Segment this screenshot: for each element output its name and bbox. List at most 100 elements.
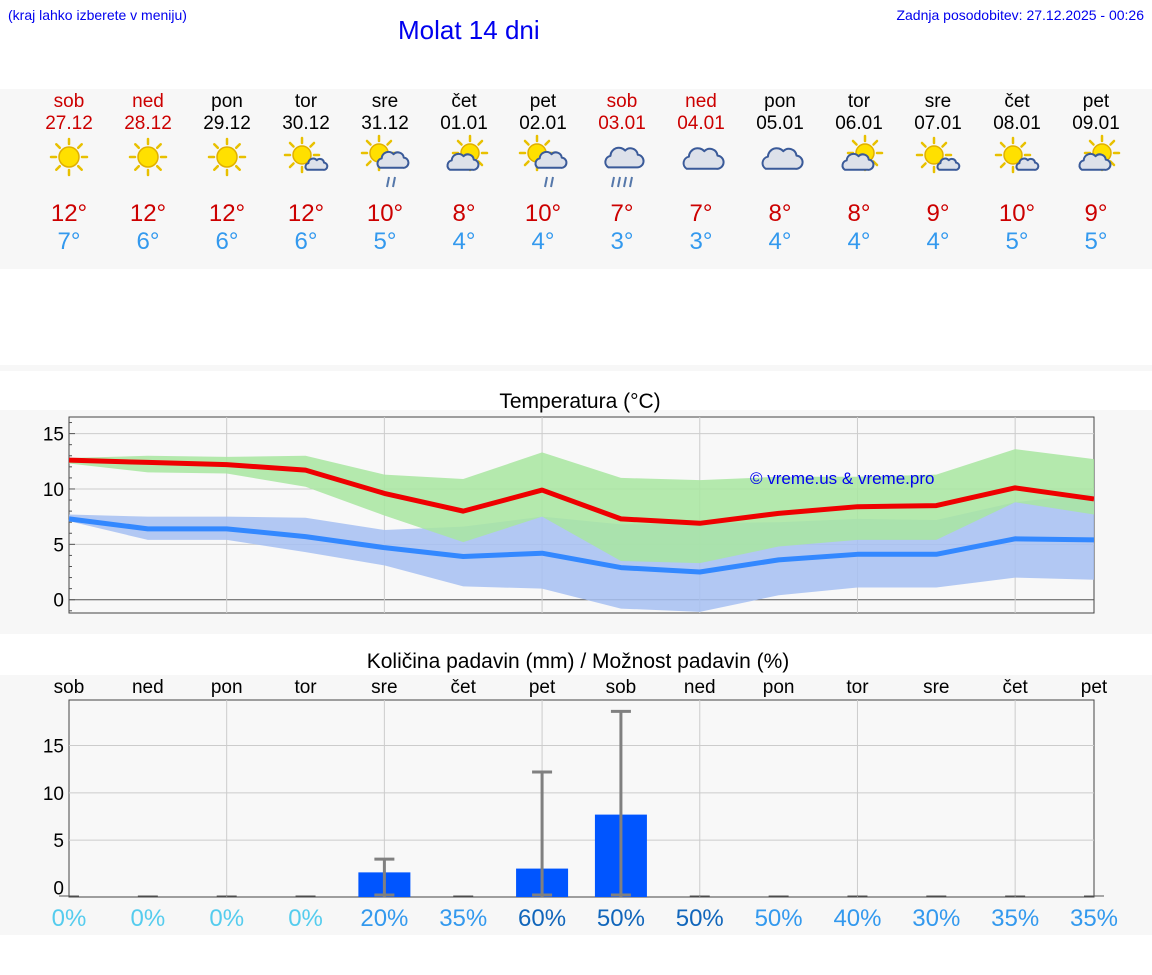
sun-ray [1109,139,1116,146]
temp-max: 10° [999,200,1035,227]
precip-probability: 20% [360,905,408,932]
sun-ray [872,139,879,146]
sun-ray [523,139,530,146]
day-name: sob [607,91,638,112]
cloud-icon [682,147,725,170]
cloud-shape [1078,152,1112,171]
temp-min: 3° [690,228,713,255]
day-name: ned [685,91,717,112]
precip-ytick-label: 5 [53,831,64,852]
day-name: tor [295,91,318,112]
temp-min: 5° [1085,228,1108,255]
temp-min: 4° [453,228,476,255]
sun-disc [292,145,312,165]
sun-disc [1003,145,1023,165]
sun-small-cloud-icon [994,136,1040,174]
temp-max: 10° [525,200,561,227]
precip-day-label: tor [846,677,869,698]
precip-day-label: ned [132,677,164,698]
cloud-shape [376,150,410,169]
temp-max: 8° [848,200,871,227]
day-name: sre [372,91,398,112]
precip-day-label: tor [294,677,317,698]
day-date: 06.01 [835,113,883,134]
sun-ray [456,139,463,146]
precip-day-label: sre [923,677,949,698]
precip-probability: 50% [755,905,803,932]
rain-drop [386,176,390,188]
page-title: Molat 14 dni [398,15,540,45]
sun-icon [207,137,247,177]
location-hint[interactable]: (kraj lahko izberete v meniju) [8,7,187,23]
temp-max: 9° [927,200,950,227]
temp-max: 12° [51,200,87,227]
precip-day-label: sob [54,677,85,698]
precipitation-title: Količina padavin (mm) / Možnost padavin … [367,650,790,673]
sun-ray [213,164,220,171]
precip-day-label: pet [1081,677,1108,698]
sun-ray [76,143,83,150]
day-date: 04.01 [677,113,725,134]
sun-ray [155,143,162,150]
sun-disc [137,146,159,168]
precip-day-label: ned [684,677,716,698]
cloud-shape [446,152,480,171]
temp-min: 5° [1006,228,1029,255]
sun-ray [999,141,1006,148]
day-date: 01.01 [440,113,488,134]
precip-ytick-label: 15 [43,736,64,757]
temp-max: 12° [209,200,245,227]
precip-probability: 0% [52,905,87,932]
temp-ytick-label: 5 [53,535,64,556]
sun-disc [58,146,80,168]
max-temp-line [68,457,1095,526]
sun-ray [999,162,1006,169]
separator-band [0,365,1152,371]
precip-day-label: sob [606,677,637,698]
sun-ray [872,160,879,167]
sun-ray [1109,160,1116,167]
precip-ytick-label: 10 [43,784,64,805]
day-date: 02.01 [519,113,567,134]
sun-icon [128,137,168,177]
watermark: © vreme.us & vreme.pro [750,469,934,488]
sun-ray [477,139,484,146]
day-date: 09.01 [1072,113,1120,134]
sun-behind-cloud-icon [1078,134,1121,172]
temp-min: 6° [295,228,318,255]
sun-cloud-rain-icon [360,134,410,188]
temp-max: 12° [288,200,324,227]
sun-disc [216,146,238,168]
cloud-shape [604,146,645,169]
cloud-shape [841,152,875,171]
rain-drop [629,176,633,188]
sun-ray [365,139,372,146]
sun-ray [134,143,141,150]
rain-drop [392,176,396,188]
temp-max: 8° [769,200,792,227]
sun-ray [477,160,484,167]
temp-ytick-label: 0 [53,591,64,612]
forecast-band [0,89,1152,269]
sun-small-cloud-icon [283,136,329,174]
precip-day-label: pon [763,677,795,698]
precip-day-label: čet [1002,677,1028,698]
temp-ytick-label: 15 [43,425,64,446]
temp-min: 6° [216,228,239,255]
sun-cloud-rain-icon [518,134,568,188]
cloud-shape [682,147,725,170]
temp-max: 8° [453,200,476,227]
cloud-shape [1015,157,1040,171]
sun-ray [365,160,372,167]
day-name: pet [1083,91,1110,112]
day-date: 07.01 [914,113,962,134]
day-date: 08.01 [993,113,1041,134]
temp-max: 10° [367,200,403,227]
temp-max: 9° [1085,200,1108,227]
day-name: pon [211,91,243,112]
precip-day-label: pon [211,677,243,698]
day-date: 28.12 [124,113,172,134]
sun-ray [134,164,141,171]
temperature-title: Temperatura (°C) [499,390,660,413]
sun-icon [49,137,89,177]
